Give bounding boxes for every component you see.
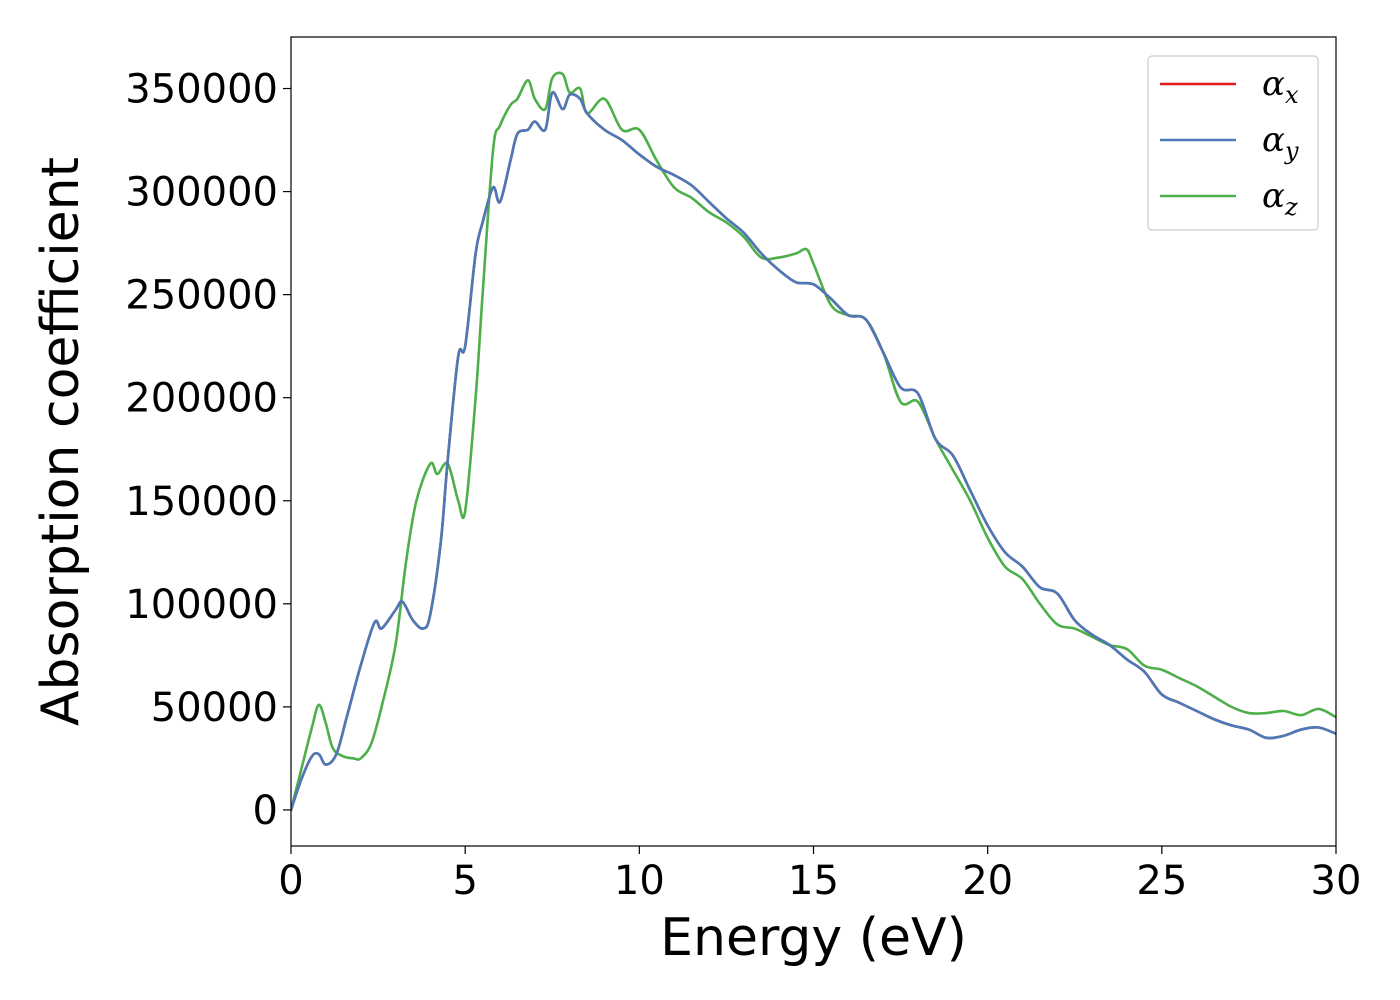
y-tick-label: 150000 (125, 479, 278, 525)
series-line-y (291, 91, 1336, 812)
legend-box (1147, 55, 1319, 231)
legend-label-x: αx (1262, 64, 1299, 109)
y-tick-label: 0 (253, 788, 278, 834)
legend-subscript: y (1284, 137, 1299, 165)
y-tick-label: 300000 (125, 170, 278, 216)
y-tick-label: 50000 (151, 685, 278, 731)
x-tick-label: 0 (278, 858, 303, 904)
x-tick-label: 10 (614, 858, 665, 904)
legend-symbol: α (1262, 64, 1285, 104)
legend-label-z: αz (1262, 176, 1298, 221)
x-axis: 0 5 10 15 20 25 30 (278, 846, 1361, 904)
x-tick-label: 15 (788, 858, 839, 904)
legend-symbol: α (1262, 120, 1285, 160)
y-tick-label: 250000 (125, 273, 278, 319)
x-tick-label: 20 (962, 858, 1013, 904)
y-axis-title: Absorption coefficient (31, 157, 91, 726)
x-tick-label: 30 (1311, 858, 1362, 904)
series-layer (291, 71, 1336, 812)
x-tick-label: 5 (452, 858, 477, 904)
legend-subscript: x (1285, 81, 1299, 109)
x-axis-title: Energy (eV) (660, 908, 967, 968)
legend-symbol: α (1262, 176, 1285, 216)
legend-label-y: αy (1262, 120, 1299, 165)
legend-subscript: z (1284, 193, 1298, 221)
y-tick-label: 350000 (125, 67, 278, 113)
y-axis: 0 50000 100000 150000 200000 250000 300000 3500… (125, 67, 291, 834)
x-tick-label: 25 (1136, 858, 1187, 904)
y-tick-label: 200000 (125, 376, 278, 422)
y-tick-label: 100000 (125, 582, 278, 628)
